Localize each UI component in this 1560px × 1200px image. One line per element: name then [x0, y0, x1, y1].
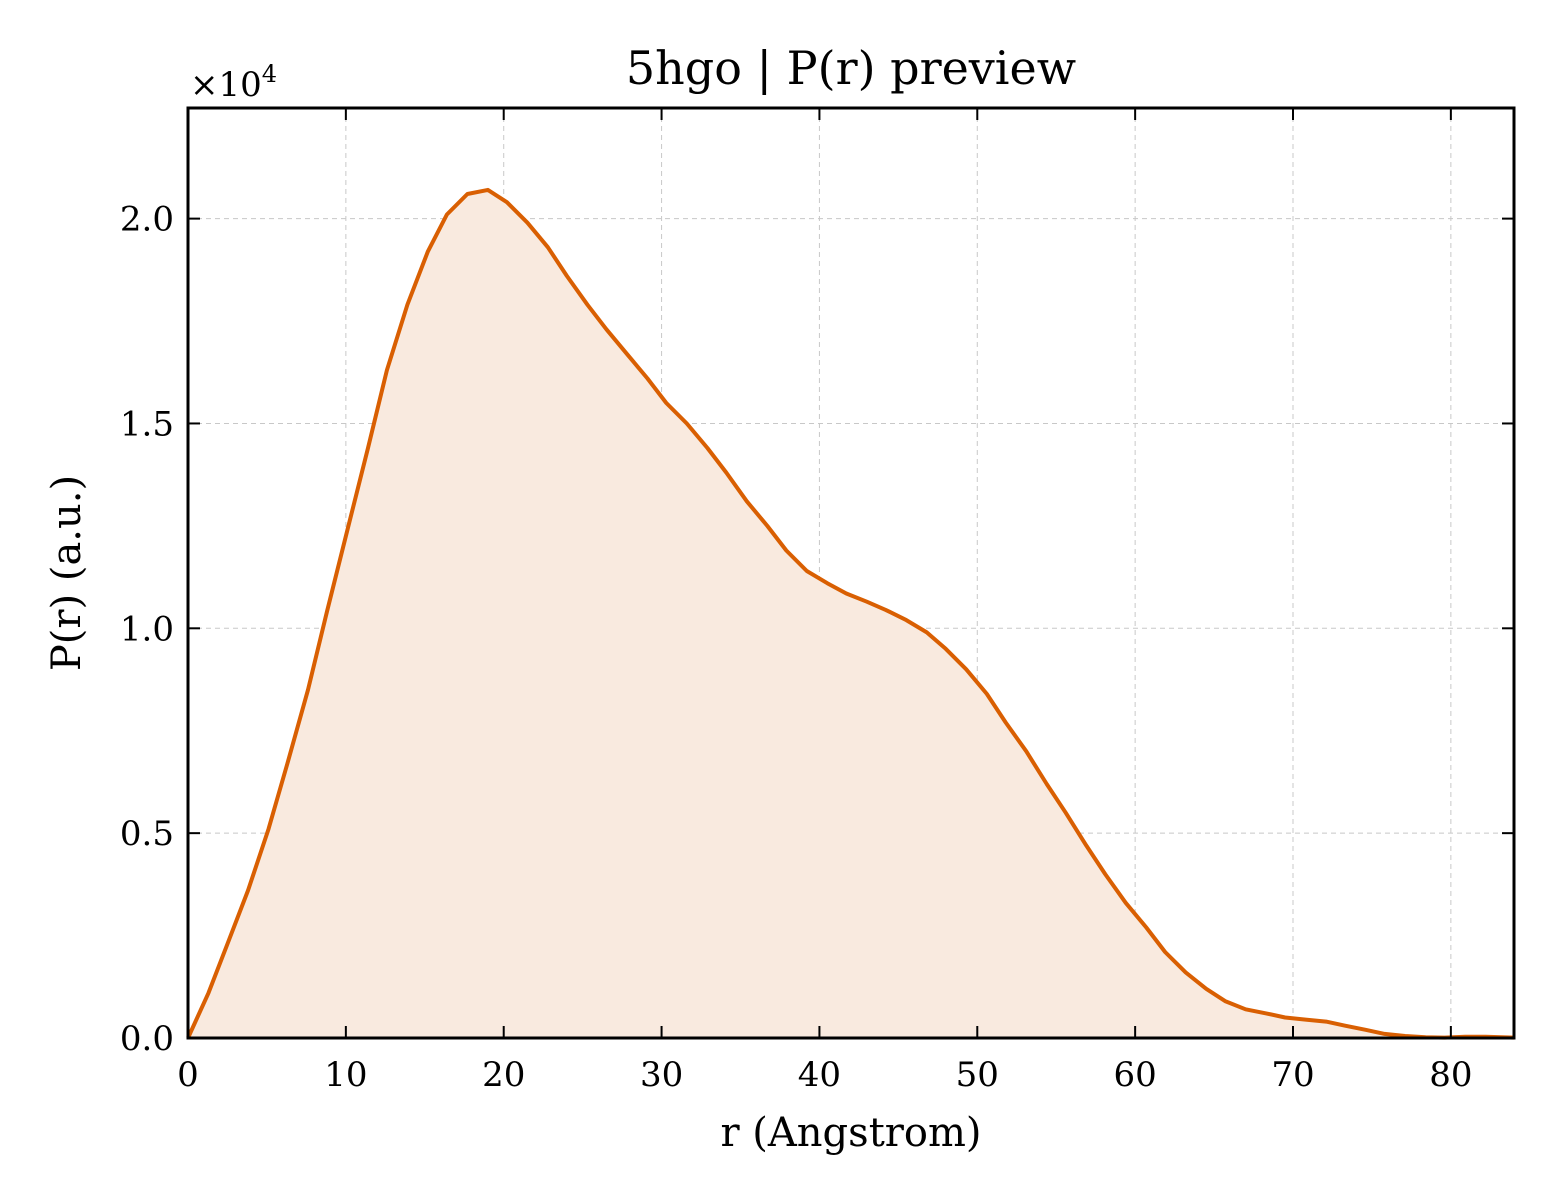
- plot-frame: [186, 106, 1516, 1040]
- x-tick-label: 80: [1429, 1055, 1472, 1095]
- x-tick-label: 30: [640, 1055, 683, 1095]
- x-tick-label: 50: [956, 1055, 999, 1095]
- x-axis-label: r (Angstrom): [720, 1110, 981, 1156]
- y-tick-label: 2.0: [120, 200, 174, 240]
- y-tick-label: 1.5: [120, 404, 174, 444]
- pr-curve-line: [186, 187, 1515, 1040]
- x-tick-label: 20: [482, 1055, 525, 1095]
- y-tick-label: 0.5: [120, 814, 174, 854]
- y-offset-base: ×10: [190, 65, 262, 105]
- y-axis-label: P(r) (a.u.): [44, 475, 90, 671]
- y-tick-labels: 0.0 0.5 1.0 1.5 2.0: [120, 200, 174, 1059]
- pr-area-fill: [188, 189, 1514, 1038]
- y-offset-exponent: 4: [262, 60, 277, 88]
- x-tick-label: 0: [177, 1055, 199, 1095]
- y-tick-label: 0.0: [120, 1019, 174, 1059]
- x-tick-label: 40: [798, 1055, 841, 1095]
- x-tick-label: 60: [1114, 1055, 1157, 1095]
- y-offset-label: ×104: [190, 60, 277, 105]
- y-tick-label: 1.0: [120, 609, 174, 649]
- x-tick-label: 70: [1271, 1055, 1314, 1095]
- chart-title: 5hgo | P(r) preview: [626, 41, 1076, 95]
- axis-ticks: [187, 108, 1514, 1039]
- x-tick-labels: 0 10 20 30 40 50 60 70 80: [177, 1055, 1472, 1095]
- x-tick-label: 10: [324, 1055, 367, 1095]
